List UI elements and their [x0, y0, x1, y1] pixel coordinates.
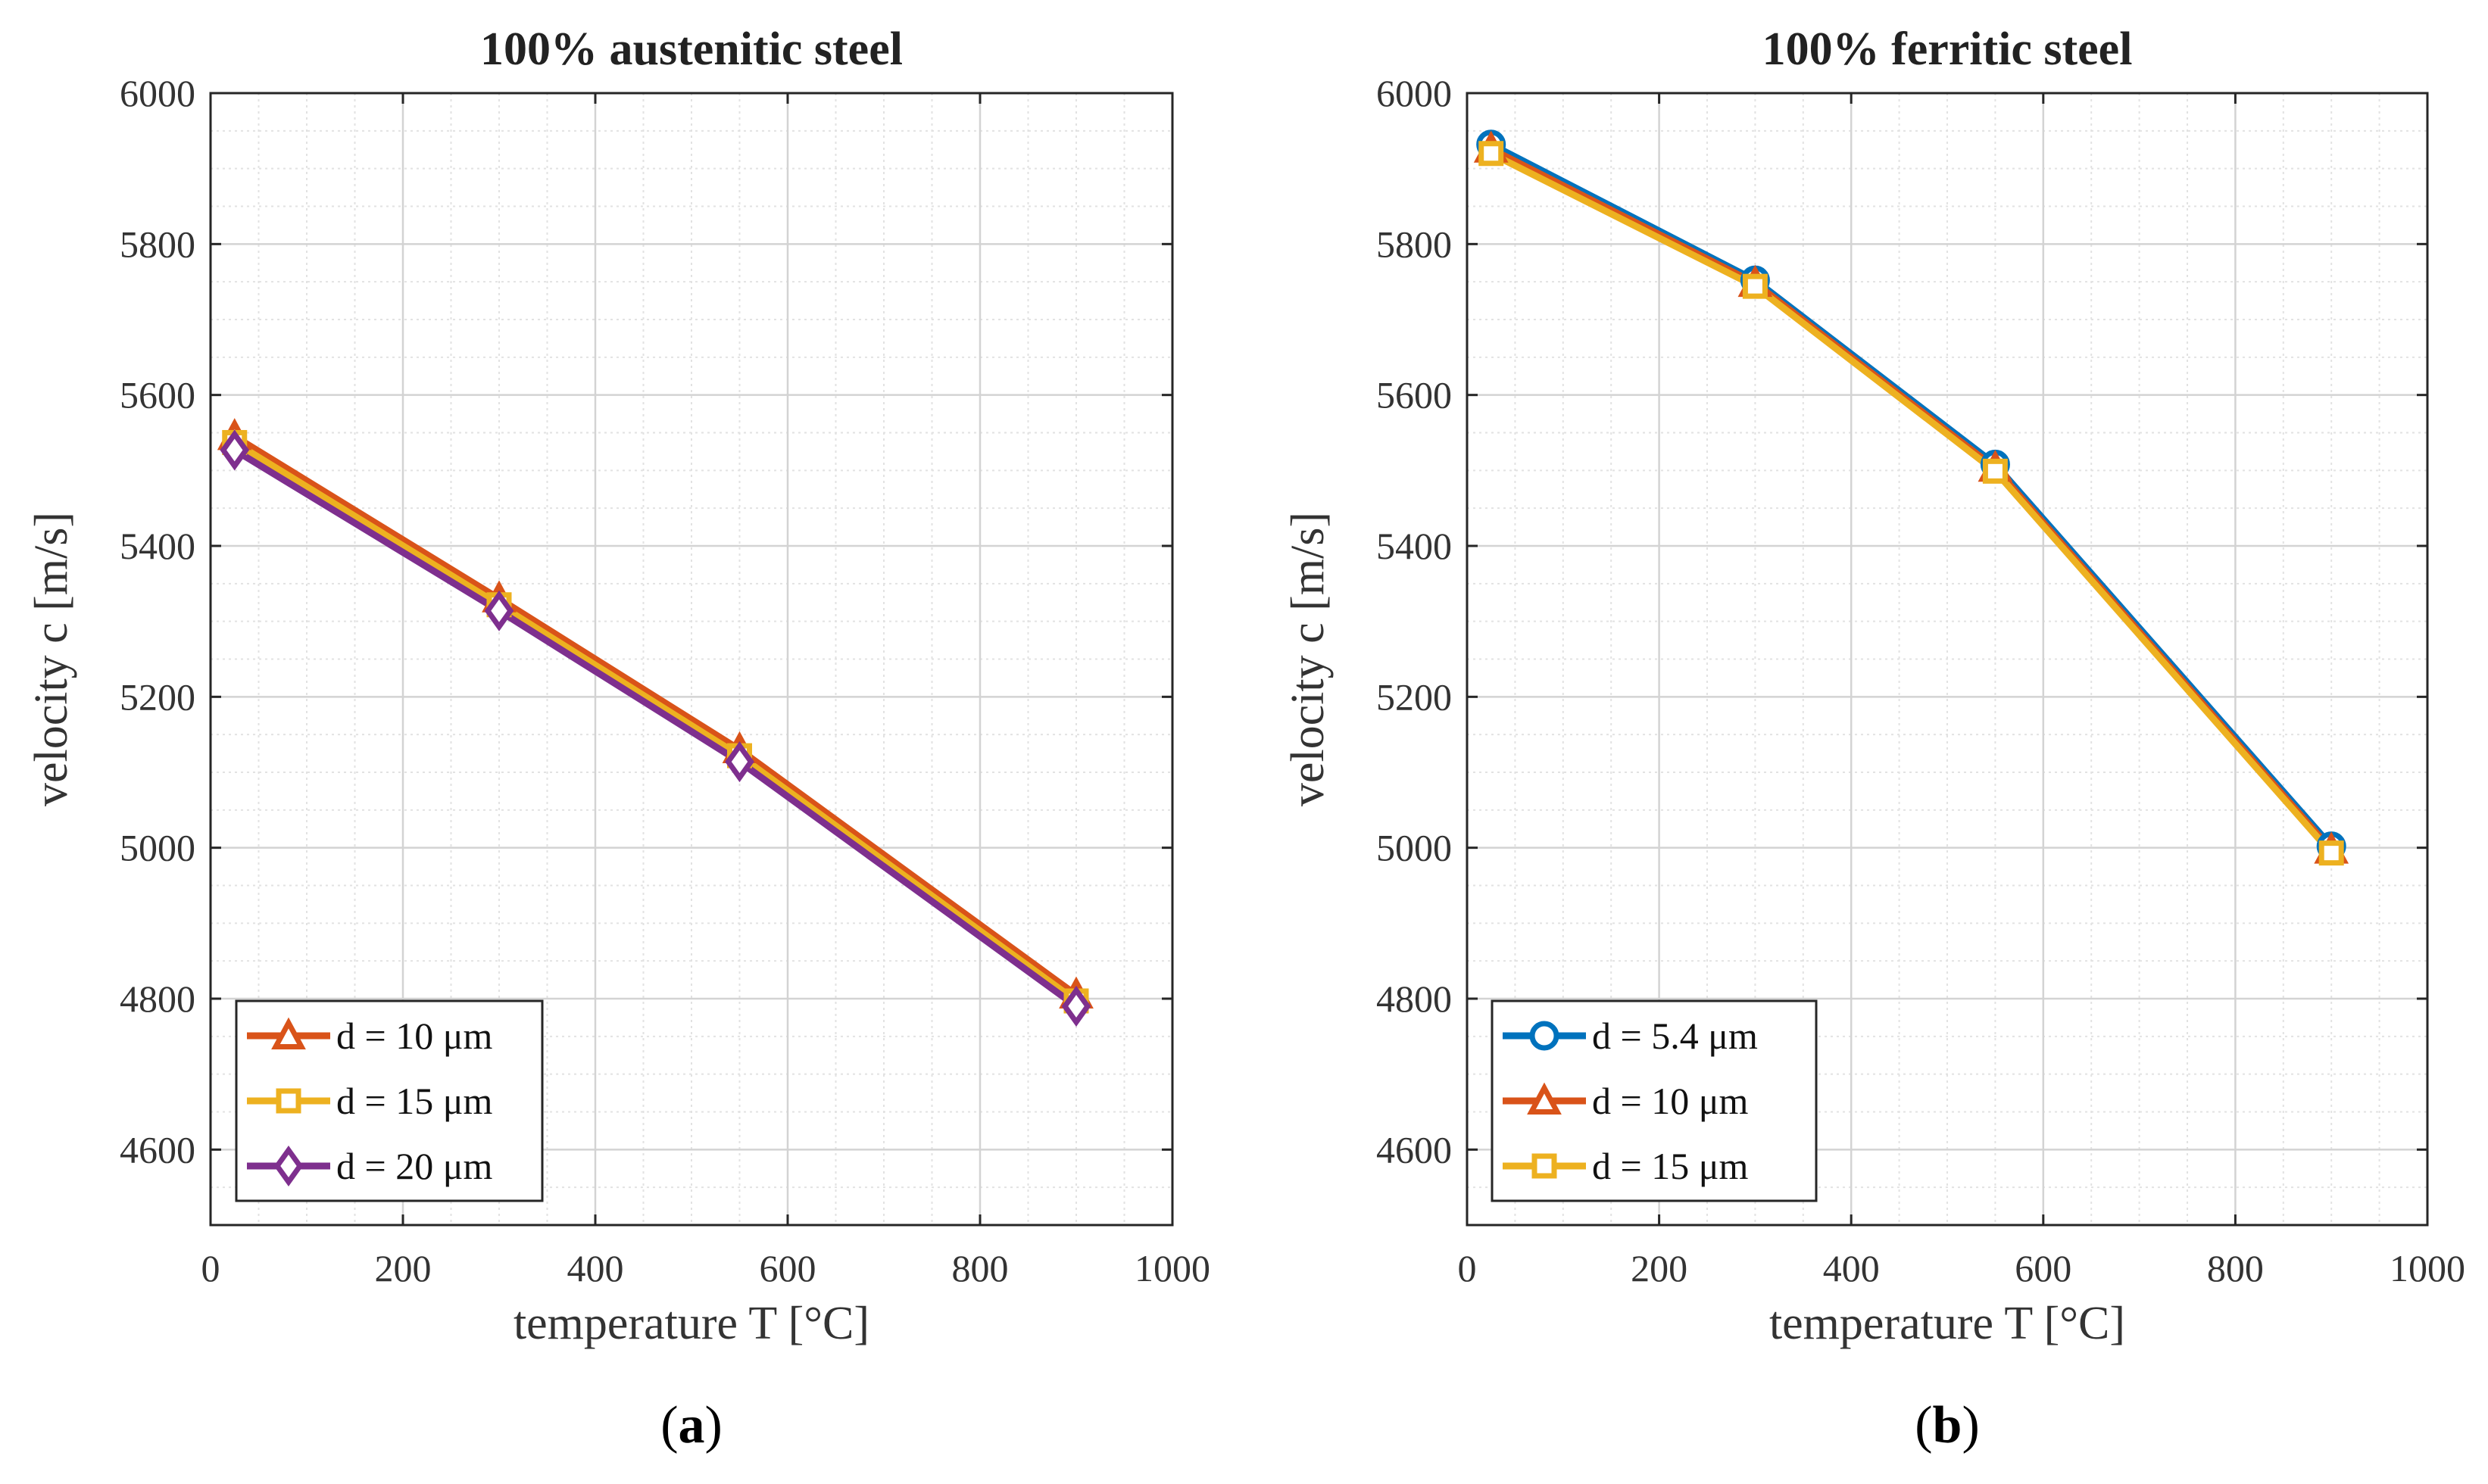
panel-b-y-axis-label: velocity c [m/s] — [1282, 512, 1334, 806]
x-tick-label: 800 — [2207, 1247, 2264, 1289]
panel-b-plot-frame — [1466, 92, 2429, 1227]
y-tick-label: 5800 — [1376, 223, 1452, 265]
x-tick-label: 0 — [201, 1247, 220, 1289]
panel-a-title: 100% austenitic steel — [480, 23, 903, 75]
x-tick-label: 400 — [567, 1247, 624, 1289]
x-tick-label: 600 — [2015, 1247, 2071, 1289]
y-tick-label: 5000 — [120, 827, 195, 869]
legend-marker-3 — [273, 1145, 304, 1187]
panel-a-caption-label: (a) — [660, 1396, 723, 1454]
panel-a-plot-frame — [209, 92, 1174, 1227]
panel-a-legend: d = 10 μm d = 15 μm d = 20 μm — [235, 999, 544, 1202]
series-line-1 — [1487, 141, 2335, 850]
panel-a: 0 200 400 600 800 1000 4600 4800 5000 5200 5400 560… — [26, 23, 1210, 1454]
x-tick-label: 600 — [760, 1247, 816, 1289]
data-point-series-3 — [725, 741, 754, 783]
data-point-series-3 — [1982, 458, 2008, 484]
legend-label-3: d = 20 μm — [336, 1145, 493, 1187]
y-tick-label: 4600 — [1376, 1128, 1452, 1171]
x-tick-label: 1000 — [2390, 1247, 2465, 1289]
y-tick-label: 5800 — [120, 223, 195, 265]
panel-b-series — [1473, 129, 2349, 866]
x-tick-label: 200 — [375, 1247, 432, 1289]
panel-b-caption-label: (b) — [1915, 1396, 1980, 1454]
x-tick-label: 0 — [1458, 1247, 1477, 1289]
y-tick-label: 5200 — [120, 675, 195, 718]
panel-b: 0 200 400 600 800 1000 4600 4800 5000 5200 5400 560… — [1282, 23, 2465, 1454]
y-tick-label: 6000 — [120, 72, 195, 114]
x-tick-label: 800 — [952, 1247, 1009, 1289]
data-point-series-3 — [1742, 273, 1768, 299]
panel-b-minor-grid — [1467, 93, 2427, 1226]
series-line-1 — [231, 432, 1080, 999]
x-tick-label: 1000 — [1135, 1247, 1210, 1289]
legend-label-2: d = 10 μm — [1592, 1080, 1749, 1122]
legend-label-1: d = 10 μm — [336, 1015, 493, 1057]
y-tick-label: 5600 — [120, 374, 195, 416]
series-line-2 — [231, 438, 1080, 1005]
data-point-series-3 — [484, 590, 514, 631]
x-tick-label: 400 — [1823, 1247, 1880, 1289]
legend-marker-1 — [1529, 1021, 1559, 1051]
panel-b-ticks: 0 200 400 600 800 1000 4600 4800 5000 5200 5400 560… — [1376, 72, 2465, 1289]
panel-b-title: 100% ferritic steel — [1762, 23, 2133, 75]
panel-b-legend: d = 5.4 μm d = 10 μm d = 15 μm — [1491, 999, 1818, 1202]
series-line-3 — [1487, 150, 2335, 857]
x-tick-label: 200 — [1631, 1247, 1687, 1289]
legend-label-1: d = 5.4 μm — [1592, 1015, 1758, 1057]
legend-label-2: d = 15 μm — [336, 1080, 493, 1122]
legend-marker-2 — [1527, 1082, 1562, 1115]
legend-marker-2 — [276, 1088, 301, 1114]
panel-a-ticks: 0 200 400 600 800 1000 4600 4800 5000 5200 5400 560… — [120, 72, 1210, 1289]
panel-b-x-axis-label: temperature T [°C] — [1769, 1298, 2125, 1349]
y-tick-label: 5400 — [120, 525, 195, 567]
panel-a-series — [217, 418, 1094, 1027]
panel-a-x-axis-label: temperature T [°C] — [514, 1298, 869, 1349]
data-point-series-3 — [220, 429, 250, 471]
y-tick-label: 5200 — [1376, 675, 1452, 718]
legend-label-3: d = 15 μm — [1592, 1145, 1749, 1187]
y-tick-label: 5400 — [1376, 525, 1452, 567]
y-tick-label: 5000 — [1376, 827, 1452, 869]
data-point-series-3 — [1061, 985, 1091, 1027]
legend-marker-1 — [271, 1017, 306, 1049]
y-tick-label: 4600 — [120, 1128, 195, 1171]
panel-a-y-axis-label: velocity c [m/s] — [26, 512, 77, 806]
data-point-series-3 — [2318, 840, 2344, 866]
y-tick-label: 5600 — [1376, 374, 1452, 416]
y-tick-label: 4800 — [120, 977, 195, 1020]
series-line-2 — [1487, 145, 2335, 854]
data-point-series-3 — [1478, 141, 1504, 167]
series-line-3 — [231, 446, 1080, 1010]
legend-marker-3 — [1531, 1153, 1557, 1179]
y-tick-label: 6000 — [1376, 72, 1452, 114]
y-tick-label: 4800 — [1376, 977, 1452, 1020]
